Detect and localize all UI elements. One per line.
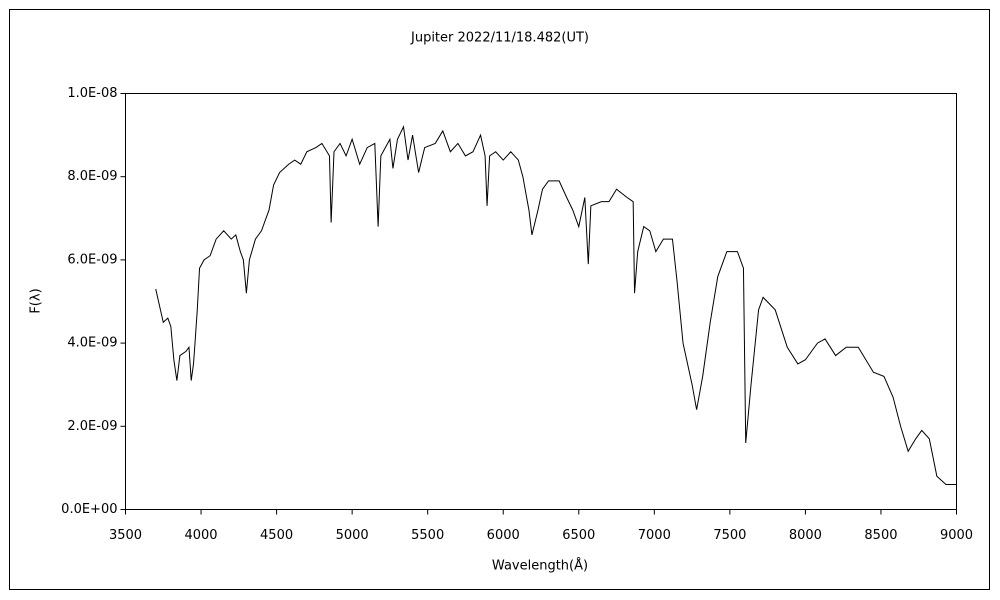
y-tick-label: 4.0E-09 xyxy=(67,336,117,351)
x-tick-label: 3500 xyxy=(109,528,142,543)
x-axis-label: Wavelength(Å) xyxy=(492,558,588,574)
chart-border xyxy=(9,9,990,590)
y-tick-label: 6.0E-09 xyxy=(67,252,117,267)
y-tick-label: 8.0E-09 xyxy=(67,169,117,184)
x-tick-label: 7500 xyxy=(713,528,746,543)
x-tick-label: 8500 xyxy=(864,528,897,543)
plot-area xyxy=(125,93,957,510)
x-tick-label: 9000 xyxy=(940,528,973,543)
x-tick-label: 4000 xyxy=(184,528,217,543)
y-tick-label: 0.0E+00 xyxy=(61,502,117,517)
y-tick-label: 1.0E-08 xyxy=(67,86,117,101)
y-axis-label: F(λ) xyxy=(29,288,44,313)
x-tick-label: 5000 xyxy=(336,528,369,543)
x-tick-label: 7000 xyxy=(638,528,671,543)
chart-title: Jupiter 2022/11/18.482(UT) xyxy=(410,31,589,46)
x-tick-label: 6000 xyxy=(487,528,520,543)
y-tick-label: 2.0E-09 xyxy=(67,419,117,434)
x-tick-label: 8000 xyxy=(789,528,822,543)
spectrum-line xyxy=(155,125,957,486)
x-tick-label: 5500 xyxy=(411,528,444,543)
x-tick-label: 4500 xyxy=(260,528,293,543)
x-tick-label: 6500 xyxy=(562,528,595,543)
